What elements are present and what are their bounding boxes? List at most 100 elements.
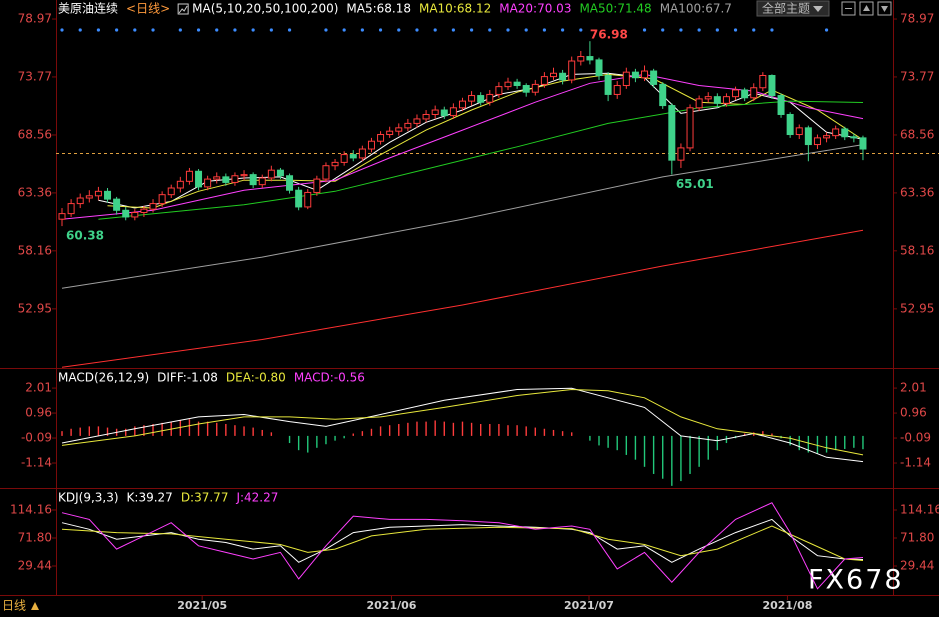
signal-dot <box>642 28 647 32</box>
candle-body <box>495 86 503 95</box>
legend-entry: J:42.27 <box>235 491 278 505</box>
candle-body <box>622 71 630 87</box>
signal-dot <box>524 28 528 32</box>
signal-dot <box>115 28 119 32</box>
candle-body <box>58 213 66 220</box>
signal-dot <box>360 28 364 32</box>
candle-body <box>613 85 621 95</box>
candle-body <box>167 187 175 196</box>
candle-body <box>295 189 303 208</box>
candle-body <box>713 96 721 104</box>
signal-dot <box>397 28 401 32</box>
period-switch[interactable]: 日线 <box>2 599 39 613</box>
candle-body <box>140 208 148 214</box>
candle-body <box>677 147 685 161</box>
candle-body <box>149 203 157 210</box>
period-arrow[interactable] <box>31 602 39 610</box>
y-tick-label: 78.97 <box>18 12 52 26</box>
y-tick-label: 58.16 <box>18 243 52 257</box>
candle-body <box>213 176 221 180</box>
candle-body <box>813 137 821 146</box>
candle-body <box>550 72 558 78</box>
x-tick-label: 2021/05 <box>177 599 227 612</box>
candle-body <box>732 89 740 98</box>
signal-dot <box>715 28 719 32</box>
indicator-line <box>61 502 864 590</box>
theme-button[interactable]: 全部主题 <box>756 0 830 17</box>
up-button[interactable] <box>859 1 874 16</box>
period: <日线> <box>126 2 170 16</box>
y-tick-label: 29.44 <box>18 559 52 573</box>
y-tick-label: 68.56 <box>900 127 934 141</box>
indicator-line <box>61 388 864 456</box>
candle-body <box>477 95 485 103</box>
candle-body <box>176 180 184 189</box>
candle-body <box>322 165 330 180</box>
candle-body <box>222 176 230 183</box>
candle-body <box>404 122 412 129</box>
period-button[interactable]: 日线 <box>2 599 26 613</box>
y-tick-label: 71.80 <box>900 531 934 545</box>
candle-body <box>240 174 248 177</box>
signal-dot <box>151 28 155 32</box>
candle-body <box>659 83 667 107</box>
candle-body <box>850 136 858 139</box>
candle-body <box>449 107 457 117</box>
signal-dot <box>378 28 383 32</box>
y-tick-label: 2.01 <box>25 381 52 395</box>
legend-entry: D:37.77 <box>181 491 229 505</box>
candle-body <box>750 87 758 99</box>
signal-dot <box>469 28 474 32</box>
window-controls <box>841 1 892 16</box>
candle-body <box>604 74 612 95</box>
candle-body <box>595 59 603 76</box>
symbol: 美原油连续 <box>58 1 118 16</box>
signal-dot <box>433 28 437 32</box>
candle-body <box>859 137 867 150</box>
candle-body <box>768 74 776 97</box>
candle-body <box>431 109 439 115</box>
signal-dot <box>451 28 455 32</box>
indicator-name: KDJ(9,3,3) <box>58 491 119 505</box>
candle-body <box>304 191 312 208</box>
indicator-line <box>98 100 864 220</box>
signal-dot <box>679 28 683 32</box>
signal-dot <box>251 28 255 32</box>
y-tick-label: 68.56 <box>18 127 52 141</box>
chart-icon <box>177 3 189 15</box>
candle-body <box>422 113 430 120</box>
candle-body <box>122 209 130 218</box>
candle-body <box>559 72 567 81</box>
candle-body <box>704 96 712 100</box>
indicator-line <box>61 144 864 289</box>
button-frame[interactable] <box>756 0 830 17</box>
minus-button[interactable] <box>841 1 856 16</box>
indicator-name: MA(5,10,20,50,100,200) <box>192 2 338 16</box>
candle-body <box>577 56 585 62</box>
extreme-label: 60.38 <box>66 229 104 243</box>
y-tick-label: 73.77 <box>900 69 934 83</box>
y-tick-label: -1.14 <box>900 456 931 470</box>
down-button[interactable] <box>877 1 892 16</box>
candle-body <box>531 83 539 93</box>
candle-body <box>276 169 284 177</box>
button-label[interactable]: 全部主题 <box>762 1 810 16</box>
y-tick-label: -1.14 <box>21 456 52 470</box>
candle-body <box>358 148 366 159</box>
candle-body <box>804 127 812 146</box>
candle-body <box>195 170 203 188</box>
candle-body <box>249 174 257 186</box>
signal-dot <box>78 28 82 32</box>
signal-dot <box>542 28 547 32</box>
icon-stroke <box>881 6 888 12</box>
candle-body <box>94 190 102 197</box>
candle-body <box>741 89 749 99</box>
candle-body <box>286 175 294 191</box>
indicator-line <box>61 229 864 368</box>
candle-body <box>832 128 840 137</box>
candle-body <box>458 100 466 109</box>
candle-body <box>504 81 512 88</box>
dropdown-arrow[interactable] <box>813 6 823 12</box>
candle-body <box>795 127 803 136</box>
